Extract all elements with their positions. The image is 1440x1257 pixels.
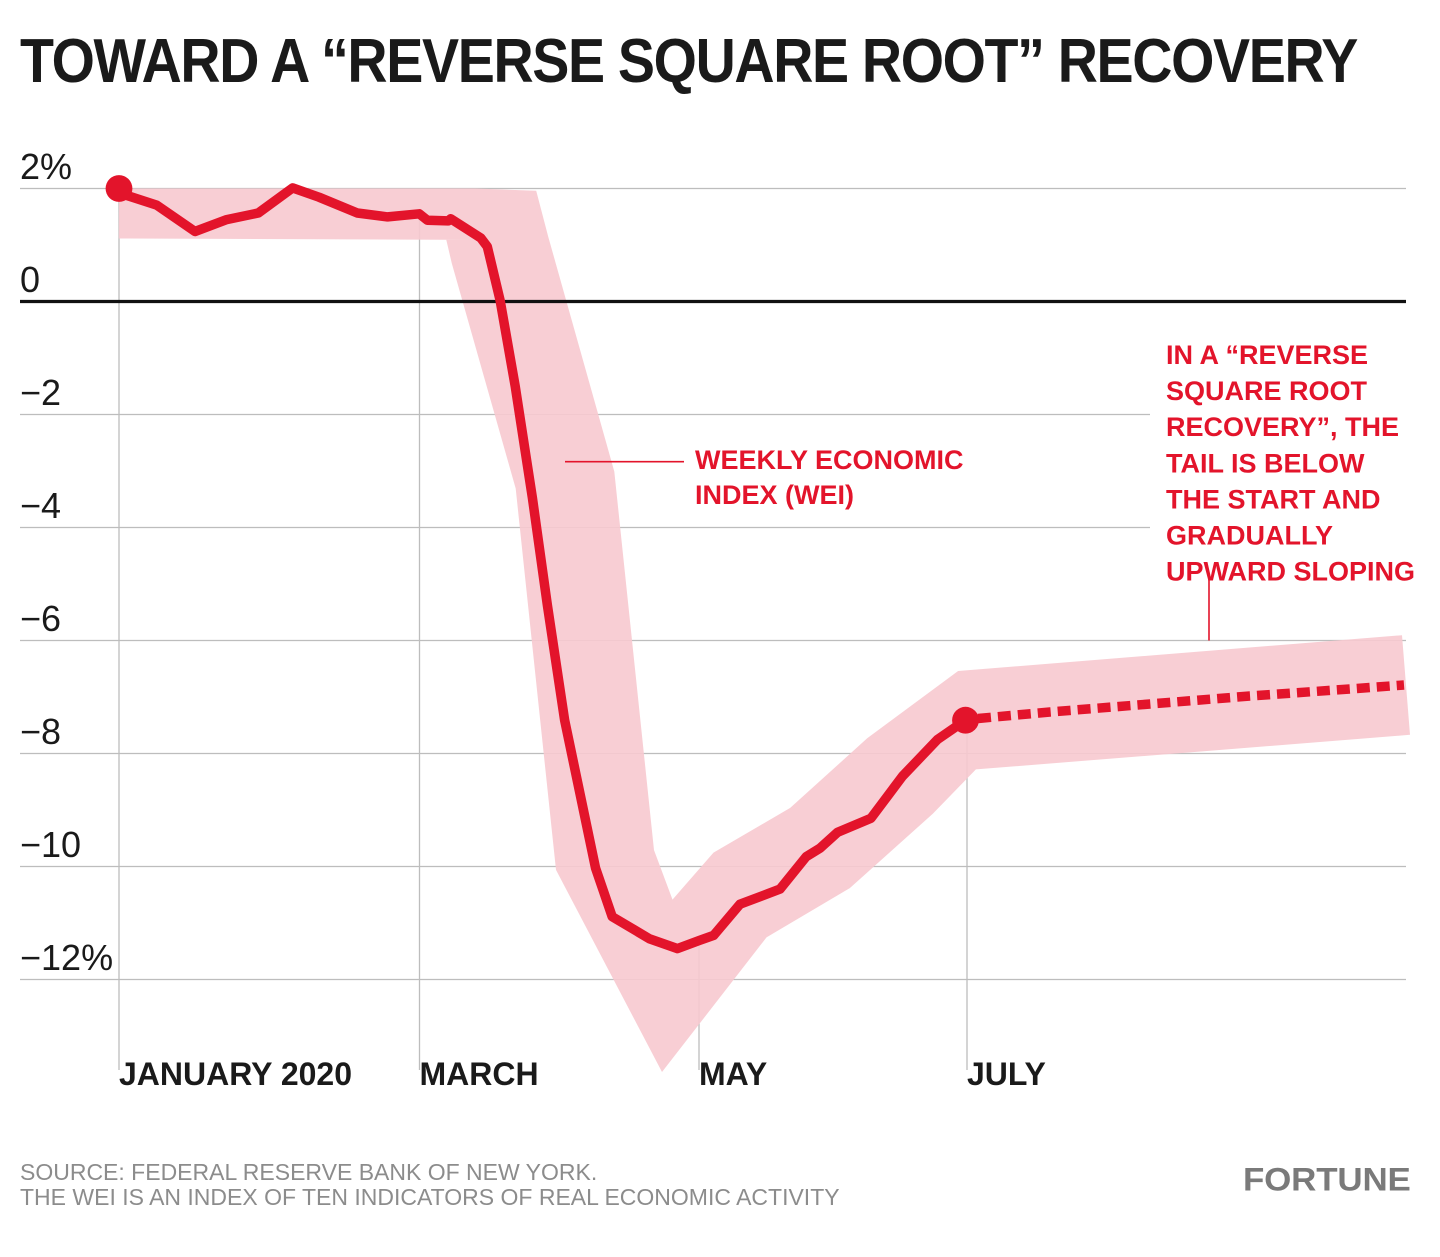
svg-text:INDEX (WEI): INDEX (WEI)	[695, 480, 854, 510]
svg-text:MARCH: MARCH	[420, 1056, 539, 1092]
svg-text:−12%: −12%	[20, 937, 113, 978]
svg-text:MAY: MAY	[699, 1056, 767, 1092]
svg-text:−10: −10	[20, 824, 81, 865]
svg-text:−2: −2	[20, 372, 61, 413]
svg-text:−8: −8	[20, 711, 61, 752]
svg-text:−4: −4	[20, 485, 61, 526]
svg-text:JANUARY 2020: JANUARY 2020	[119, 1056, 352, 1092]
svg-text:IN A “REVERSE SQUARE ROO: IN A “REVERSE SQUARE ROOT RECOVERY”, THE…	[1166, 340, 1415, 587]
svg-text:2%: 2%	[20, 146, 72, 187]
svg-text:JULY: JULY	[967, 1056, 1046, 1092]
svg-text:SOURCE: FEDERAL RESERVE BANK O: SOURCE: FEDERAL RESERVE BANK OF NEW YORK…	[20, 1159, 597, 1185]
svg-text:WEEKLY ECONOMIC: WEEKLY ECONOMIC	[695, 445, 964, 475]
svg-text:−6: −6	[20, 598, 61, 639]
svg-text:THE WEI IS AN INDEX OF TEN IND: THE WEI IS AN INDEX OF TEN INDICATORS OF…	[20, 1184, 840, 1210]
svg-text:0: 0	[20, 259, 40, 300]
